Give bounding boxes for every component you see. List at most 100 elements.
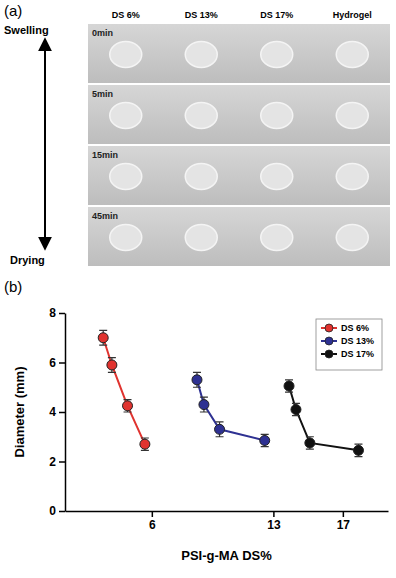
droplet — [261, 225, 293, 251]
data-point — [284, 381, 294, 391]
droplet — [110, 42, 142, 68]
tick-label: 6 — [149, 518, 156, 532]
photo-strip — [88, 207, 390, 266]
arrow — [44, 40, 46, 248]
droplet — [336, 42, 368, 68]
panel-label: (a) — [4, 2, 22, 19]
panel-a: (a) 0min 5min 15min 45min DS 6% DS 13% DS 17% Hy… — [4, 2, 390, 266]
data-point — [215, 424, 225, 434]
error-bar — [354, 444, 362, 456]
legend-label: DS 6% — [341, 323, 369, 333]
error-bar — [306, 437, 314, 449]
row-label: 5min — [92, 89, 113, 99]
data-point — [291, 405, 301, 415]
arrow-label: Drying — [10, 254, 45, 266]
tick-label: 8 — [49, 306, 56, 320]
droplet — [110, 225, 142, 251]
tick: 2 — [49, 455, 65, 469]
tick: 4 — [49, 405, 65, 419]
data-point — [199, 400, 209, 410]
data-point — [353, 445, 363, 455]
series-line — [289, 386, 358, 450]
tick-label: 13 — [267, 518, 281, 532]
legend-label: DS 17% — [341, 349, 374, 359]
column-label: Hydrogel — [333, 10, 372, 20]
panel-label: (b) — [4, 278, 22, 295]
tick: 13 — [267, 511, 281, 532]
tick-mark — [343, 511, 345, 517]
droplet — [336, 225, 368, 251]
row-label: 15min — [92, 150, 118, 160]
tick-mark — [59, 511, 65, 513]
x-axis-title: PSI-g-MA DS% — [181, 548, 272, 563]
legend-box — [316, 319, 382, 370]
column-label: DS 17% — [260, 10, 293, 20]
droplet — [110, 103, 142, 129]
series-line — [103, 338, 145, 444]
tick-mark — [59, 313, 65, 315]
tick-mark — [273, 511, 275, 517]
error-bar — [292, 403, 300, 415]
legend-marker — [325, 350, 333, 358]
row-label: 0min — [92, 28, 113, 38]
axis-line — [66, 511, 389, 513]
row-label: 45min — [92, 211, 118, 221]
figure: (a) 0min 5min 15min 45min DS 6% DS 13% DS 17% Hy… — [0, 0, 396, 578]
data-point — [98, 333, 108, 343]
tick-label: 17 — [337, 518, 351, 532]
x-axis: 6 13 17 — [66, 511, 389, 532]
error-bar — [124, 400, 132, 412]
error-bar — [193, 372, 201, 387]
tick-label: 6 — [49, 356, 56, 370]
droplet — [336, 164, 368, 190]
data-point — [123, 401, 133, 411]
tick-label: 2 — [49, 455, 56, 469]
arrow-label: Swelling — [4, 24, 49, 36]
y-axis-title: Diameter (mm) — [12, 366, 27, 457]
tick-mark — [152, 511, 154, 517]
tick: 6 — [49, 356, 65, 370]
tick-mark — [59, 362, 65, 364]
tick: 6 — [149, 511, 156, 532]
droplet — [110, 164, 142, 190]
tick: 17 — [337, 511, 351, 532]
data-point — [192, 375, 202, 385]
droplet — [261, 164, 293, 190]
droplet — [185, 225, 217, 251]
error-bar — [261, 434, 269, 446]
tick-mark — [59, 461, 65, 463]
panel-b: (b) 6 13 17 0 2 4 6 8 PSI-g-MA DS% Diameter (mm) DS… — [4, 278, 389, 563]
error-bar — [141, 438, 149, 450]
tick: 0 — [49, 504, 65, 518]
droplet — [336, 103, 368, 129]
data-point — [305, 438, 315, 448]
error-bar — [285, 380, 293, 392]
tick-label: 0 — [49, 504, 56, 518]
tick: 8 — [49, 306, 65, 320]
column-label: DS 13% — [185, 10, 218, 20]
droplet — [185, 42, 217, 68]
error-bar — [200, 397, 208, 412]
error-bar — [99, 330, 107, 345]
column-label: DS 6% — [112, 10, 140, 20]
legend-label: DS 13% — [341, 336, 374, 346]
droplet — [185, 164, 217, 190]
legend: DS 6% DS 13% DS 17% — [316, 319, 382, 370]
y-axis: 0 2 4 6 8 — [49, 306, 65, 518]
error-bar — [216, 422, 224, 437]
tick-mark — [59, 412, 65, 414]
photo-strip — [88, 146, 390, 205]
droplet — [261, 42, 293, 68]
droplet — [261, 103, 293, 129]
data-point — [107, 360, 117, 370]
series-line — [197, 380, 265, 441]
droplet — [185, 103, 217, 129]
legend-marker — [325, 324, 333, 332]
tick-label: 4 — [49, 405, 56, 419]
data-point — [260, 435, 270, 445]
legend-marker — [325, 337, 333, 345]
data-point — [140, 439, 150, 449]
photo-strip — [88, 85, 390, 144]
photo-strip — [88, 24, 390, 83]
error-bar — [108, 358, 116, 373]
